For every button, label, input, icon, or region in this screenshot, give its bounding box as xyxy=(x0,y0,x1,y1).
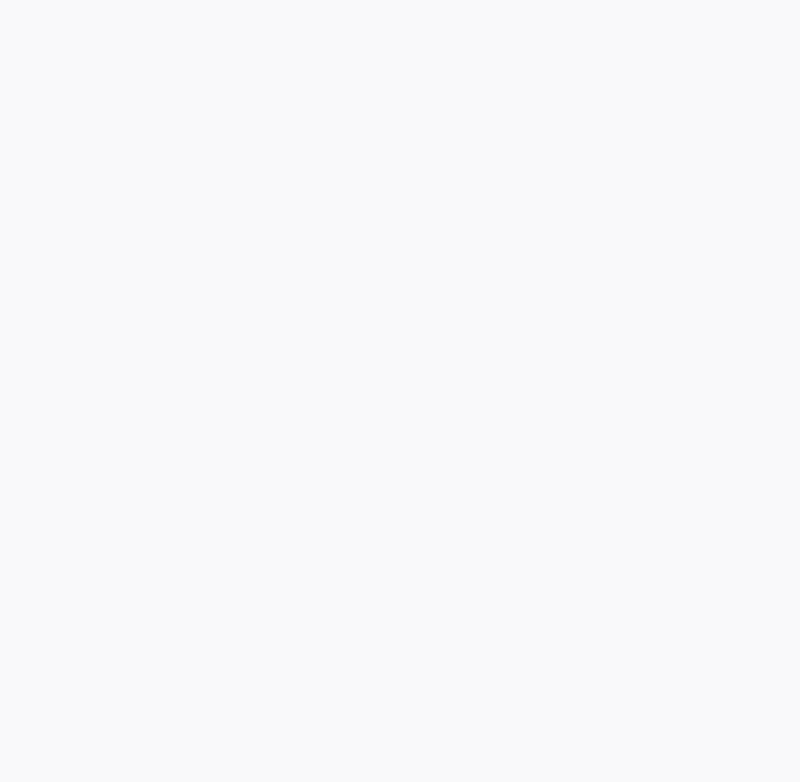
pay-area-chart xyxy=(0,0,800,712)
